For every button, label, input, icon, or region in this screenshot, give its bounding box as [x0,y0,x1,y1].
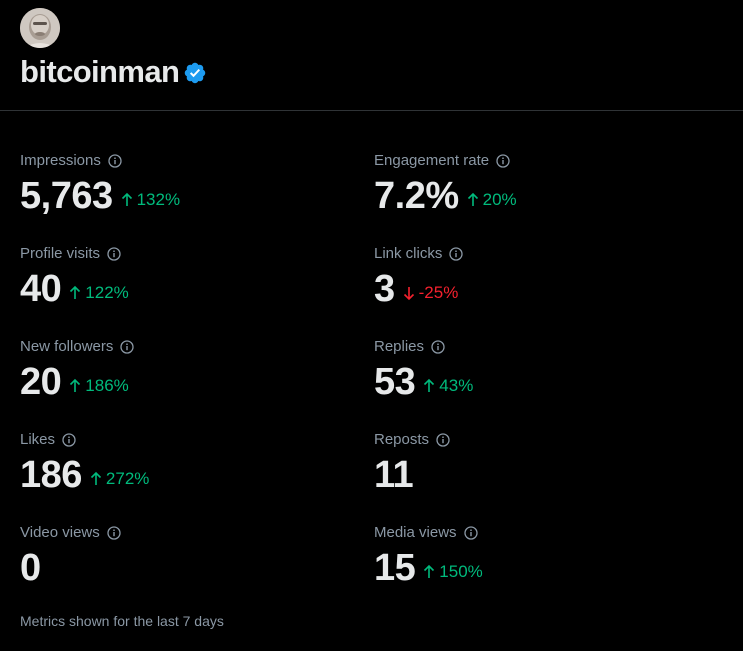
metric-link-clicks: Link clicks 3 -25% [374,243,704,323]
metric-label: Likes [20,431,56,448]
metric-change: 43% [423,376,473,396]
arrow-up-icon [424,378,435,392]
metric-change: 122% [69,283,129,303]
metric-value: 3 [374,268,395,310]
metric-label: New followers [20,338,114,355]
metric-label: Media views [374,524,457,541]
metric-new-followers: New followers 20 186% [20,336,350,416]
metric-change: 20% [467,190,517,210]
metric-label: Replies [374,338,425,355]
metric-engagement-rate: Engagement rate 7.2% 20% [374,150,704,230]
metric-label: Video views [20,524,100,541]
metric-change: 272% [90,469,149,489]
info-icon[interactable] [496,154,510,168]
metric-value: 186 [20,454,82,496]
arrow-down-icon [403,287,414,301]
metric-change: -25% [403,283,459,303]
metric-value: 20 [20,361,62,403]
info-icon[interactable] [107,247,121,261]
metric-change-value: 150% [439,562,483,581]
metric-change-value: -25% [418,283,459,302]
metric-value: 7.2% [374,175,459,217]
avatar[interactable] [20,8,60,48]
metric-value: 53 [374,361,416,403]
metric-change-value: 186% [85,376,129,395]
metric-value: 0 [20,547,41,589]
metric-reposts: Reposts 11 [374,429,704,509]
metric-media-views: Media views 15 150% [374,522,704,602]
info-icon[interactable] [463,526,478,540]
info-icon[interactable] [108,154,122,168]
arrow-up-icon [70,378,81,392]
metric-label: Impressions [20,152,101,169]
arrow-up-icon [90,471,101,485]
metric-label: Link clicks [374,245,443,262]
metric-label: Profile visits [20,245,101,262]
metric-value: 11 [374,454,414,496]
metric-likes: Likes 186 272% [20,429,350,509]
metric-value: 5,763 [20,175,113,217]
metric-change: 186% [69,376,129,396]
verified-badge-icon [185,62,206,84]
metric-change-value: 272% [105,469,150,488]
metric-change-value: 20% [482,190,517,209]
metric-change: 150% [423,562,483,582]
metric-video-views: Video views 0 [20,522,350,602]
metric-replies: Replies 53 43% [374,336,704,416]
metric-value: 40 [20,268,62,310]
metric-value: 15 [374,547,416,589]
arrow-up-icon [121,192,132,206]
profile-name-row: bitcoinman [20,52,207,92]
avatar-photo-icon [20,8,60,48]
metric-label: Reposts [374,431,430,448]
metric-label: Engagement rate [374,152,490,169]
info-icon[interactable] [449,247,464,261]
metric-profile-visits: Profile visits 40 122% [20,243,350,323]
info-icon[interactable] [107,526,121,540]
metric-change-value: 122% [85,283,129,302]
metric-change: 132% [121,190,180,210]
arrow-up-icon [70,285,81,299]
metric-change-value: 132% [136,190,181,209]
metric-impressions: Impressions 5,763 132% [20,150,350,230]
arrow-up-icon [424,564,435,578]
footer-note: Metrics shown for the last 7 days [20,613,224,629]
info-icon[interactable] [431,340,445,354]
metric-change-value: 43% [439,376,474,395]
username[interactable]: bitcoinman [20,54,180,89]
header-divider [0,110,743,111]
info-icon[interactable] [62,433,76,447]
info-icon[interactable] [436,433,450,447]
info-icon[interactable] [120,340,135,354]
arrow-up-icon [467,192,478,206]
